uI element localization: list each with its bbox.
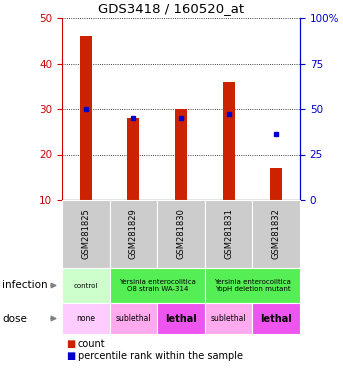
Text: ■: ■ — [66, 351, 75, 361]
Text: sublethal: sublethal — [116, 314, 151, 323]
Text: lethal: lethal — [260, 313, 292, 323]
Text: control: control — [74, 283, 98, 288]
Text: GSM281830: GSM281830 — [177, 209, 186, 260]
Bar — [270, 168, 282, 200]
Text: ■: ■ — [66, 339, 75, 349]
Text: GSM281829: GSM281829 — [129, 209, 138, 259]
Text: sublethal: sublethal — [211, 314, 246, 323]
Text: GSM281825: GSM281825 — [81, 209, 90, 259]
Text: Yersinia enterocolitica
O8 strain WA-314: Yersinia enterocolitica O8 strain WA-314 — [119, 279, 196, 292]
Text: none: none — [76, 314, 95, 323]
Text: dose: dose — [2, 313, 27, 323]
Text: GDS3418 / 160520_at: GDS3418 / 160520_at — [98, 2, 245, 15]
Text: GSM281832: GSM281832 — [272, 209, 281, 260]
Bar — [223, 82, 235, 200]
Text: percentile rank within the sample: percentile rank within the sample — [78, 351, 243, 361]
Bar — [175, 109, 187, 200]
Text: Yersinia enterocolitica
YopH deletion mutant: Yersinia enterocolitica YopH deletion mu… — [214, 279, 291, 292]
Text: lethal: lethal — [165, 313, 197, 323]
Bar — [128, 118, 139, 200]
Text: infection: infection — [2, 280, 48, 291]
Bar — [80, 36, 92, 200]
Text: count: count — [78, 339, 106, 349]
Text: GSM281831: GSM281831 — [224, 209, 233, 260]
